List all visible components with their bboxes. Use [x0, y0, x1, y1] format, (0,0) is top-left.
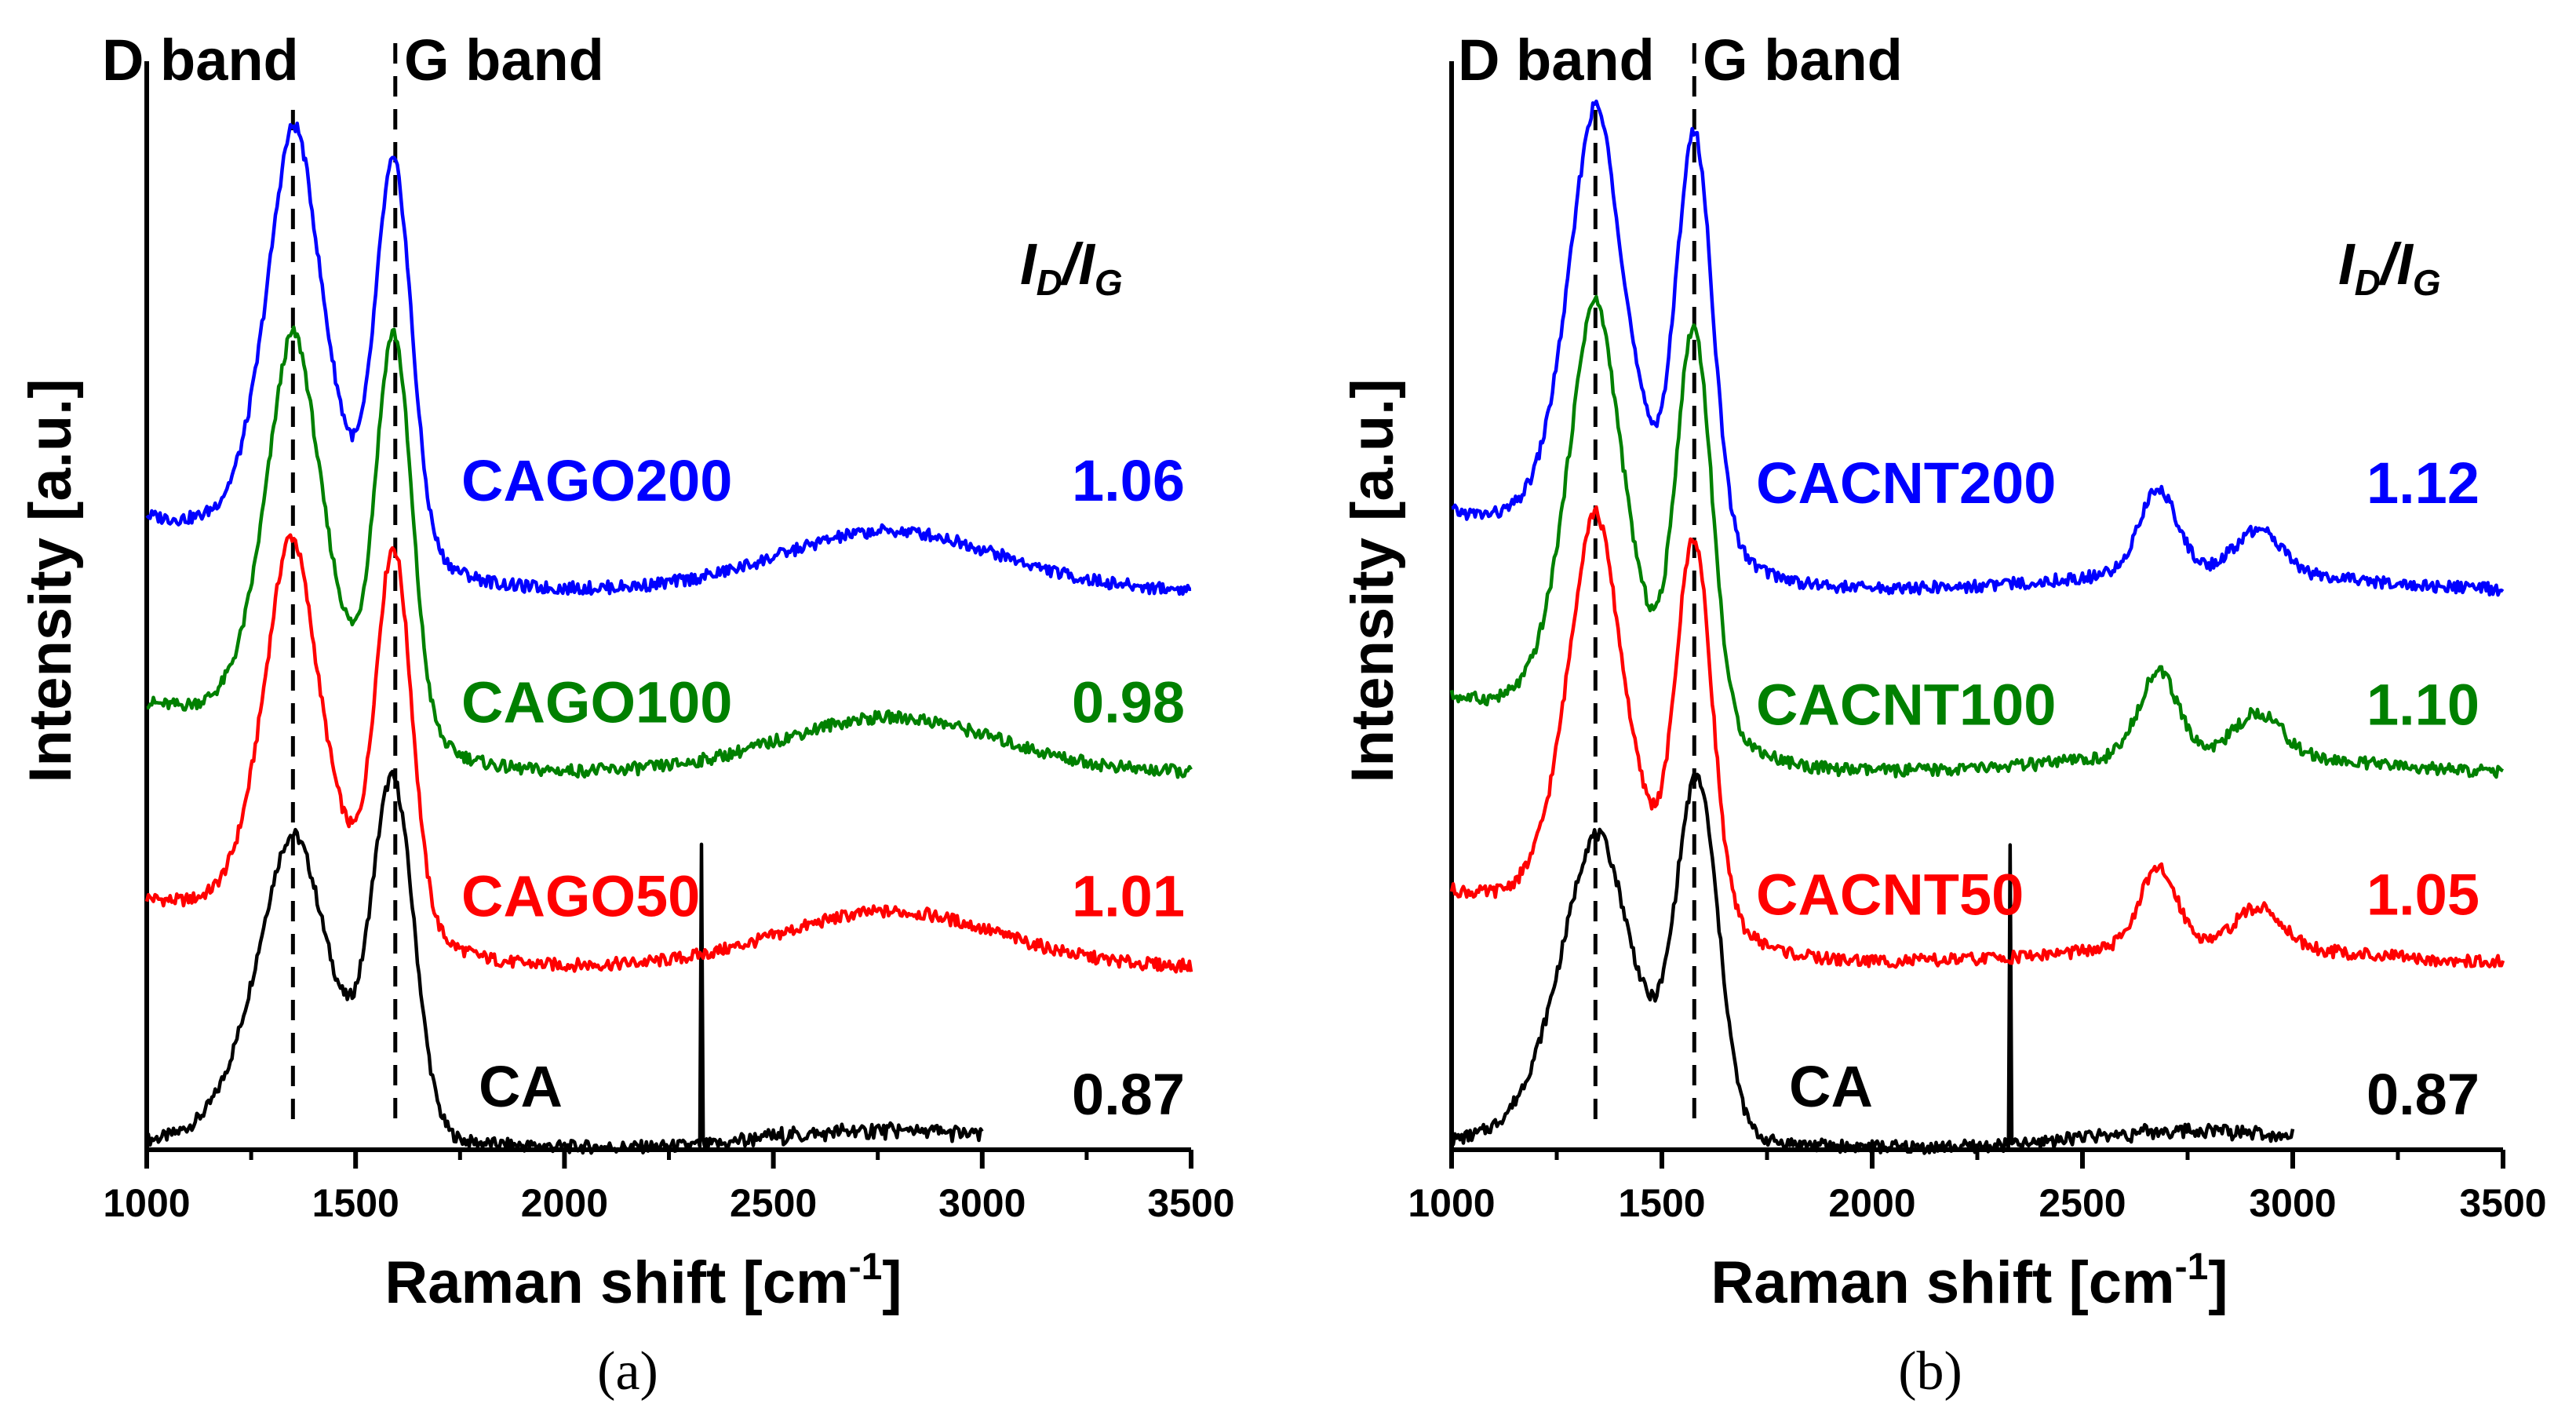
d-band-label: D band: [1458, 27, 1655, 93]
x-axis-label: Raman shift [cm-1]: [1711, 1246, 2228, 1316]
x-tick-label: 2500: [730, 1181, 817, 1225]
series-label: CAGO50: [461, 864, 700, 929]
ratio-header-i2: I: [2396, 232, 2414, 297]
series-label: CA: [1789, 1054, 1873, 1119]
ratio-header-i2: I: [1078, 232, 1095, 297]
x-tick-label: 2000: [1828, 1181, 1915, 1225]
series-line-cago50: [144, 533, 1193, 974]
series-line-cacnt100: [1449, 294, 2505, 779]
ratio-header: ID/IG: [2338, 232, 2441, 303]
series-label: CACNT200: [1756, 450, 2056, 516]
g-band-label: G band: [404, 27, 604, 93]
y-axis-label: Intensity [a.u.]: [17, 378, 84, 782]
x-tick-label: 3000: [2249, 1181, 2336, 1225]
x-axis-label-close: ]: [2208, 1249, 2228, 1316]
ratio-value: 1.01: [1072, 864, 1185, 929]
ratio-header-d-sub: D: [2355, 262, 2381, 303]
x-tick-label: 1000: [103, 1181, 190, 1225]
y-axis-label: Intensity [a.u.]: [1339, 378, 1406, 782]
x-tick-label: 3500: [1147, 1181, 1234, 1225]
x-axis-label-main: Raman shift [cm: [1711, 1249, 2174, 1316]
ratio-value: 0.98: [1072, 669, 1185, 735]
ratio-header-i: I: [1020, 232, 1037, 297]
x-axis-label-main: Raman shift [cm: [384, 1249, 848, 1316]
series-line-cacnt200: [1451, 99, 2505, 597]
series-line-cacnt50: [1449, 505, 2505, 969]
ratio-value: 1.05: [2366, 862, 2479, 928]
x-axis-label-sup: -1: [2175, 1246, 2209, 1288]
x-tick-label: 2000: [521, 1181, 608, 1225]
series-label: CAGO200: [461, 448, 732, 513]
ratio-header-g-sub: G: [2413, 262, 2441, 303]
ratio-value: 1.10: [2366, 672, 2479, 737]
panel-label: (b): [1898, 1341, 1962, 1402]
ratio-header-g-sub: G: [1095, 262, 1123, 303]
x-tick-label: 1000: [1408, 1181, 1495, 1225]
series-line-ca: [144, 769, 984, 1155]
ratio-header: ID/IG: [1020, 232, 1123, 303]
series-line-ca: [1451, 772, 2295, 1155]
x-tick-label: 3500: [2459, 1181, 2546, 1225]
panel-a: 1000 1500 2000 2500 3000 3500 CA 0.87 CAGO50 1.01…: [17, 27, 1235, 1402]
x-tick-label: 1500: [1618, 1181, 1705, 1225]
ratio-value: 1.12: [2366, 450, 2479, 516]
x-tick-label: 1500: [312, 1181, 399, 1225]
g-band-label: G band: [1703, 27, 1903, 93]
series-label: CAGO100: [461, 669, 732, 735]
series-line-cago100: [146, 325, 1193, 779]
panel-b: 1000 1500 2000 2500 3000 3500 CA 0.87 CACNT50 1.0…: [1339, 27, 2547, 1402]
ratio-value: 0.87: [2366, 1062, 2479, 1127]
ratio-value: 0.87: [1072, 1062, 1185, 1127]
d-band-label: D band: [102, 27, 299, 93]
panel-label: (a): [597, 1341, 658, 1402]
series-label: CACNT100: [1756, 672, 2056, 737]
series-label: CACNT50: [1756, 862, 2024, 928]
ratio-header-i: I: [2338, 232, 2356, 297]
x-tick-label: 3000: [938, 1181, 1026, 1225]
series-line-cago200: [145, 121, 1192, 596]
x-tick-label: 2500: [2039, 1181, 2126, 1225]
x-axis-label: Raman shift [cm-1]: [384, 1246, 902, 1316]
x-axis-label-close: ]: [882, 1249, 902, 1316]
ratio-value: 1.06: [1072, 448, 1185, 513]
ratio-header-d-sub: D: [1037, 262, 1062, 303]
series-label: CA: [479, 1054, 563, 1119]
x-axis-label-sup: -1: [849, 1246, 883, 1288]
